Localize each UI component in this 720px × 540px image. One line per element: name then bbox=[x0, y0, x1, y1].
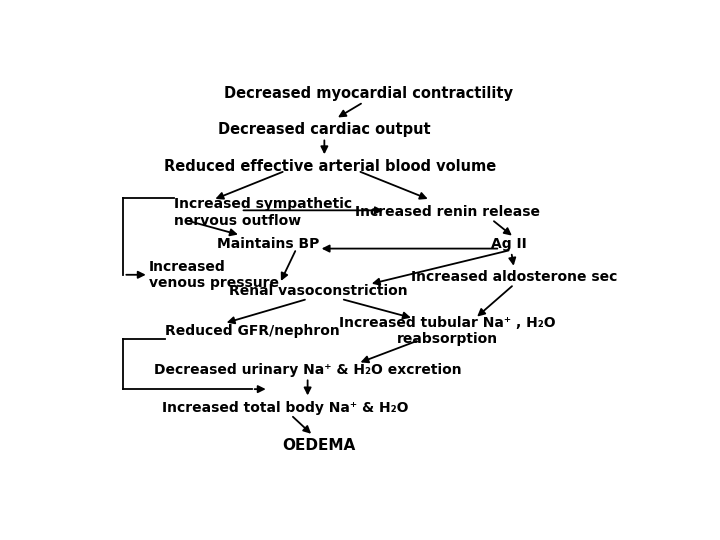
Text: OEDEMA: OEDEMA bbox=[282, 438, 356, 453]
Text: Increased renin release: Increased renin release bbox=[355, 205, 539, 219]
Text: Maintains BP: Maintains BP bbox=[217, 237, 320, 251]
Text: Increased
venous pressure: Increased venous pressure bbox=[148, 260, 279, 290]
Text: Decreased cardiac output: Decreased cardiac output bbox=[218, 122, 431, 137]
Text: Decreased urinary Na⁺ & H₂O excretion: Decreased urinary Na⁺ & H₂O excretion bbox=[154, 363, 462, 377]
Text: Increased tubular Na⁺ , H₂O
reabsorption: Increased tubular Na⁺ , H₂O reabsorption bbox=[339, 316, 555, 346]
Text: Renal vasoconstriction: Renal vasoconstriction bbox=[230, 285, 408, 299]
Text: Increased sympathetic
nervous outflow: Increased sympathetic nervous outflow bbox=[174, 197, 352, 227]
Text: Increased aldosterone sec: Increased aldosterone sec bbox=[411, 270, 617, 284]
Text: Reduced GFR/nephron: Reduced GFR/nephron bbox=[166, 324, 340, 338]
Text: Increased total body Na⁺ & H₂O: Increased total body Na⁺ & H₂O bbox=[162, 401, 408, 415]
Text: Decreased myocardial contractility: Decreased myocardial contractility bbox=[225, 86, 513, 102]
Text: Reduced effective arterial blood volume: Reduced effective arterial blood volume bbox=[164, 159, 496, 174]
Text: Ag II: Ag II bbox=[490, 237, 526, 251]
